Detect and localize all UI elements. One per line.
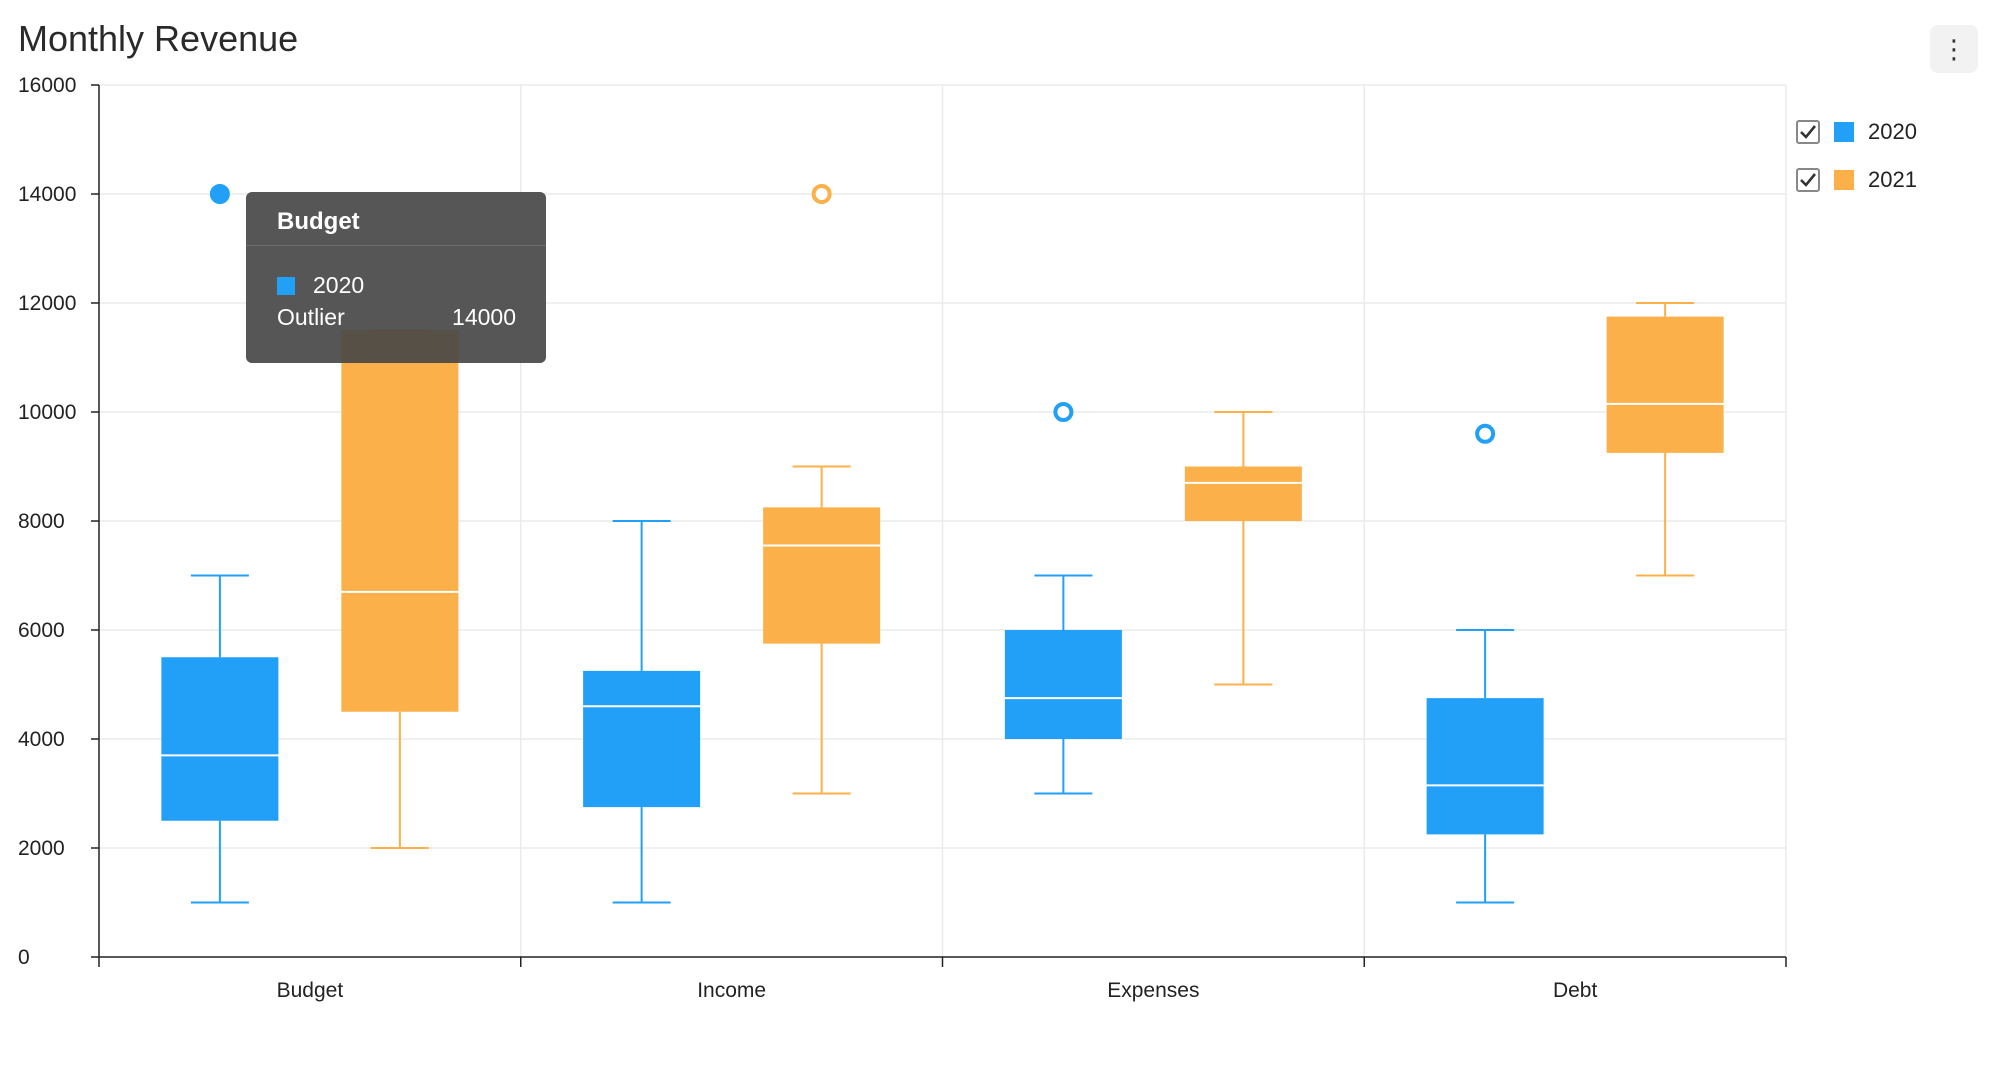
y-tick-label: 2000: [18, 837, 65, 860]
box-2020: [1426, 698, 1544, 835]
chart-menu-button[interactable]: ⋮: [1930, 25, 1978, 73]
tooltip-series: 2020: [313, 272, 365, 298]
legend-item-2020[interactable]: 2020: [1796, 108, 1917, 156]
box-2021: [1184, 466, 1302, 521]
box-2021: [763, 507, 881, 644]
tooltip-title: Budget: [277, 208, 360, 235]
chart-tooltip: Budget 2020 Outlier 14000: [246, 192, 546, 363]
box-2020: [583, 670, 701, 808]
outlier-point: [811, 184, 832, 204]
tooltip-swatch: [277, 276, 295, 295]
legend-swatch: [1834, 170, 1854, 190]
y-tick-label: 10000: [18, 401, 76, 424]
checkbox-icon[interactable]: [1796, 168, 1820, 192]
outlier-point: [209, 184, 230, 204]
legend: 2020 2021: [1796, 108, 1917, 204]
y-tick-label: 6000: [18, 619, 65, 642]
legend-label: 2020: [1868, 119, 1917, 144]
x-tick-label: Income: [697, 979, 766, 1002]
box-2020: [1004, 630, 1122, 739]
y-tick-label: 16000: [18, 74, 76, 97]
box-2021: [1606, 316, 1724, 453]
legend-label: 2021: [1868, 167, 1917, 192]
chart-title: Monthly Revenue: [18, 18, 299, 59]
y-tick-label: 14000: [18, 183, 76, 206]
tooltip-divider: [246, 245, 546, 246]
tooltip-label: Outlier: [277, 304, 345, 330]
y-tick-label: 0: [18, 946, 30, 969]
x-tick-label: Budget: [277, 979, 344, 1002]
legend-item-2021[interactable]: 2021: [1796, 156, 1917, 204]
checkbox-icon[interactable]: [1796, 120, 1820, 144]
x-tick-label: Debt: [1553, 979, 1598, 1002]
box-2020: [161, 657, 279, 821]
outlier-point: [1053, 402, 1074, 422]
legend-swatch: [1834, 122, 1854, 142]
y-tick-label: 4000: [18, 728, 65, 751]
outlier-point: [1475, 423, 1496, 444]
tooltip-value: 14000: [452, 304, 516, 330]
y-tick-label: 8000: [18, 510, 65, 533]
box-2021: [341, 330, 459, 712]
x-tick-label: Expenses: [1107, 979, 1199, 1002]
vertical-ellipsis-icon: ⋮: [1941, 34, 1967, 64]
y-tick-label: 12000: [18, 292, 76, 315]
